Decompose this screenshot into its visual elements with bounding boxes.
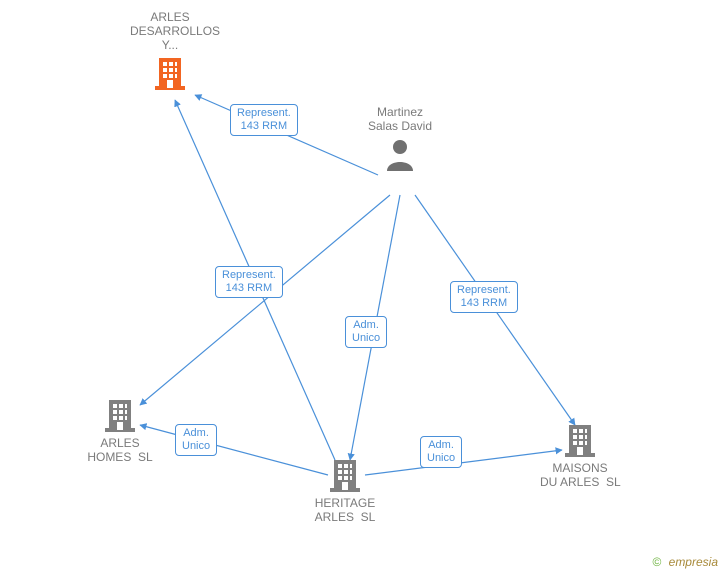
edge-label: Adm.Unico	[345, 316, 387, 348]
node-arles_des: ARLESDESARROLLOSY...	[130, 10, 210, 90]
node-label: MAISONSDU ARLES SL	[540, 461, 620, 489]
edge-line	[365, 450, 562, 475]
copyright-symbol: ©	[652, 555, 661, 569]
node-heritage: HERITAGEARLES SL	[305, 458, 385, 524]
edge-label: Represent.143 RRM	[230, 104, 298, 136]
edge-label: Adm.Unico	[420, 436, 462, 468]
edge-label: Represent.143 RRM	[215, 266, 283, 298]
node-maisons: MAISONSDU ARLES SL	[540, 423, 620, 489]
node-label: ARLESHOMES SL	[80, 436, 160, 464]
edge-line	[140, 425, 328, 475]
building-icon	[540, 423, 620, 457]
person-icon	[360, 137, 440, 171]
node-label: ARLESDESARROLLOSY...	[130, 10, 210, 52]
edge-line	[140, 195, 390, 405]
node-label: MartinezSalas David	[360, 105, 440, 133]
building-icon	[305, 458, 385, 492]
node-arles_homes: ARLESHOMES SL	[80, 398, 160, 464]
footer: © empresia	[652, 555, 718, 569]
brand-name: empresia	[669, 555, 718, 569]
edge-label: Represent.143 RRM	[450, 281, 518, 313]
node-label: HERITAGEARLES SL	[305, 496, 385, 524]
edge-label: Adm.Unico	[175, 424, 217, 456]
node-martinez: MartinezSalas David	[360, 105, 440, 171]
building-icon	[80, 398, 160, 432]
building-icon	[130, 56, 210, 90]
